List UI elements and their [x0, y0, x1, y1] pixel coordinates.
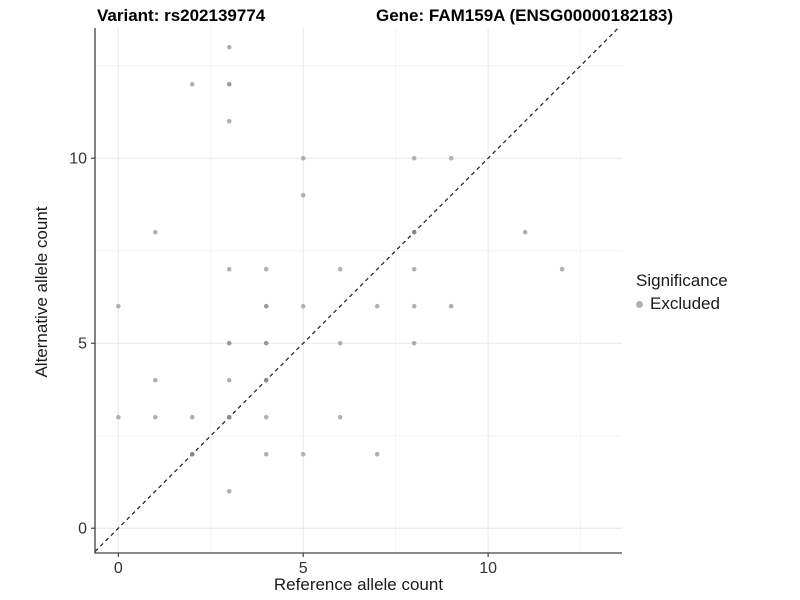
data-point: [226, 81, 232, 87]
data-point: [263, 414, 269, 420]
data-point: [189, 414, 195, 420]
x-tick-label: 0: [114, 560, 123, 577]
data-point: [115, 414, 121, 420]
x-axis-title: Reference allele count: [273, 575, 444, 594]
data-point: [337, 266, 343, 272]
legend: Significance Excluded: [636, 271, 728, 314]
legend-title: Significance: [636, 271, 728, 290]
data-point: [337, 414, 343, 420]
data-point: [263, 340, 269, 346]
data-point: [115, 303, 121, 309]
data-point: [152, 229, 158, 235]
data-point: [152, 414, 158, 420]
data-point: [411, 155, 417, 161]
data-point: [226, 377, 232, 383]
data-point: [411, 266, 417, 272]
y-tick-label: 5: [78, 336, 87, 353]
data-point: [263, 451, 269, 457]
data-point: [263, 377, 269, 383]
y-tick-label: 10: [69, 151, 87, 168]
data-point: [263, 303, 269, 309]
data-point: [448, 303, 454, 309]
data-point: [226, 340, 232, 346]
data-point: [300, 451, 306, 457]
data-point: [337, 340, 343, 346]
data-point: [226, 118, 232, 124]
gene-title: Gene: FAM159A (ENSG00000182183): [376, 6, 674, 25]
legend-point-icon: [636, 300, 643, 308]
data-point: [263, 266, 269, 272]
x-tick-label: 10: [479, 560, 497, 577]
data-point: [559, 266, 565, 272]
data-point: [374, 303, 380, 309]
x-tick-label: 5: [299, 560, 308, 577]
data-point: [300, 192, 306, 198]
y-axis-title: Alternative allele count: [32, 206, 51, 378]
data-point: [411, 229, 417, 235]
data-point: [226, 266, 232, 272]
data-point: [448, 155, 454, 161]
data-point: [374, 451, 380, 457]
identity-line: [94, 27, 619, 552]
data-point: [300, 303, 306, 309]
data-point: [226, 414, 232, 420]
data-point: [411, 303, 417, 309]
data-point: [189, 451, 195, 457]
y-tick-label: 0: [78, 521, 87, 538]
legend-item-label: Excluded: [650, 294, 720, 313]
data-point: [522, 229, 528, 235]
legend-item: Excluded: [636, 294, 728, 314]
data-point: [226, 44, 232, 50]
variant-title: Variant: rs202139774: [97, 6, 266, 25]
data-point: [226, 488, 232, 494]
data-point: [152, 377, 158, 383]
data-point: [189, 81, 195, 87]
data-point: [300, 155, 306, 161]
data-point: [411, 340, 417, 346]
